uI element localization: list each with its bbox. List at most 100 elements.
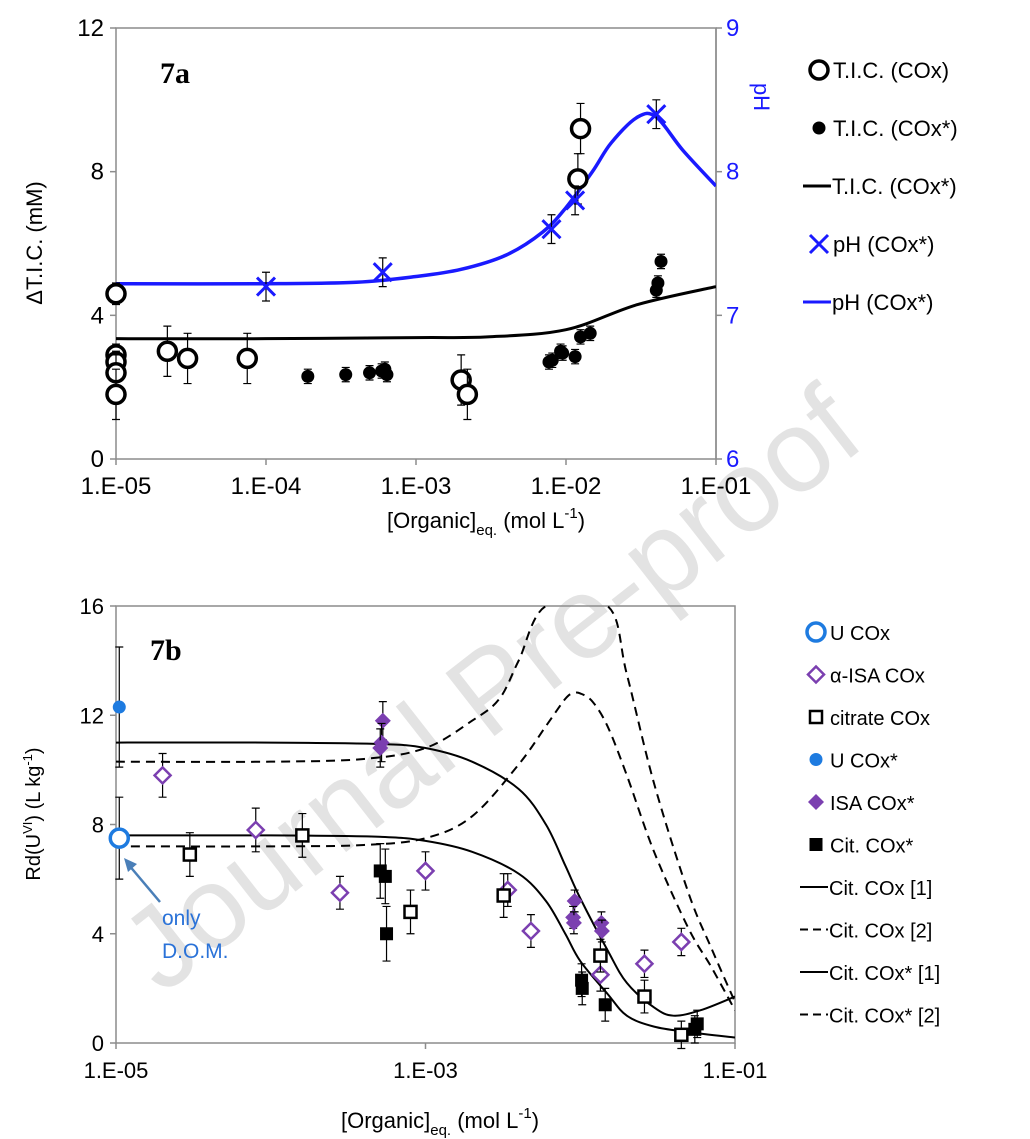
data-point-t-i-c-cox (105, 283, 127, 305)
data-point-t-i-c-cox (105, 383, 127, 406)
legend-label: pH (COx*) (833, 232, 934, 257)
y-axis-label-7b: Rd(UVI) (L kg-1) (20, 747, 45, 880)
y-axis-label-7a: ΔT.I.C. (mM) (22, 181, 47, 304)
legend-label: Cit. COx [2] (829, 921, 932, 943)
legend-item-u-cox: U COx (805, 621, 890, 645)
legend-7b: U COx α-ISA COx citrate COx U COx* ISA COx* C… (800, 621, 940, 1028)
data-point-citrate-cox (496, 888, 511, 903)
data-point-cit-cox (378, 869, 392, 883)
legend-item-cit-cox: Cit. COx* (809, 836, 914, 858)
chart-7b: 1.E-05 1.E-03 1.E-01 0 4 8 12 16 7b Rd(UVI) (L… (20, 594, 940, 1139)
data-point-isa-cox (245, 820, 266, 840)
data-point-citrate-cox (637, 989, 652, 1004)
y-tick-label: 12 (80, 703, 104, 728)
y-tick-label: 8 (91, 159, 104, 186)
series-line-t-i-c-cox (116, 285, 716, 341)
data-point-t-i-c-cox (363, 366, 377, 380)
legend-swatch (809, 838, 823, 851)
legend-label: Cit. COx* [1] (829, 963, 940, 985)
legend-item-cit-cox-1: Cit. COx [1] (800, 878, 932, 900)
data-point-t-i-c-cox (236, 347, 259, 370)
legend-item-isa-cox: α-ISA COx (806, 664, 925, 688)
x-tick-labels-7a: 1.E-05 1.E-04 1.E-03 1.E-02 1.E-01 (81, 473, 752, 500)
x-tick-label: 1.E-01 (703, 1058, 768, 1083)
data-point-cit-cox (380, 927, 394, 941)
legend-item-ph-cox: pH (COx*) (808, 232, 934, 257)
legend-swatch (808, 59, 830, 81)
data-point-cit-cox (690, 1017, 704, 1031)
panel-title-7b: 7b (150, 634, 182, 667)
legend-item-t-i-c-cox: T.I.C. (COx*) (803, 174, 957, 199)
legend-item-cit-cox-2: Cit. COx* [2] (800, 1006, 940, 1028)
data-point-citrate-cox (674, 1027, 689, 1043)
legend-item-ph-cox: pH (COx*) (803, 290, 933, 315)
legend-swatch (812, 121, 826, 135)
x-axis-label-7a: [Organic]eq. (mol L-1) (387, 505, 585, 539)
x-tick-label: 1.E-05 (84, 1058, 149, 1083)
data-point-ph-cox (565, 190, 586, 211)
legend-label: ISA COx* (830, 793, 915, 815)
data-point-ph-cox (646, 104, 667, 125)
data-point-ph-cox (541, 219, 562, 240)
legend-label: T.I.C. (COx*) (832, 174, 957, 199)
legend-item-t-i-c-cox: T.I.C. (COx) (808, 58, 949, 83)
data-point-t-i-c-cox (456, 383, 479, 406)
data-point-t-i-c-cox (583, 326, 597, 340)
legend-label: U COx (830, 623, 890, 645)
data-point-isa-cox (590, 964, 611, 985)
legend-swatch (808, 794, 824, 810)
series-lines-7b (116, 606, 735, 1039)
legend-label: Cit. COx* (830, 836, 914, 858)
data-point-t-i-c-cox (176, 347, 199, 370)
data-point-isa-cox (372, 740, 389, 757)
annotation-arrow (127, 863, 161, 903)
legend-swatch (808, 233, 830, 255)
data-point-t-i-c-cox (380, 368, 394, 382)
data-point-t-i-c-cox (556, 346, 570, 360)
data-point-isa-cox (330, 883, 350, 903)
annotation-line-1: only (162, 907, 201, 930)
annotation-only-dom: only D.O.M. (124, 858, 229, 963)
y2-tick-label: 9 (726, 15, 739, 42)
data-point-t-i-c-cox (654, 254, 668, 268)
y2-tick-label: 6 (726, 446, 739, 473)
data-point-isa-cox (374, 712, 391, 729)
y-tick-labels-7b: 0 4 8 12 16 (80, 594, 104, 1056)
legend-label: citrate COx (830, 708, 930, 730)
y-tick-label: 12 (77, 15, 104, 42)
x-tick-label: 1.E-02 (531, 473, 602, 500)
legend-label: Cit. COx [1] (829, 878, 932, 900)
chart-7a: 1.E-05 1.E-04 1.E-03 1.E-02 1.E-01 0 4 8 12 6 7 8… (22, 15, 958, 539)
annotation-arrowhead (124, 858, 137, 872)
legend-label: Cit. COx* [2] (829, 1006, 940, 1028)
annotation-line-2: D.O.M. (162, 940, 229, 963)
legend-label: T.I.C. (COx) (833, 58, 949, 83)
data-point-t-i-c-cox (339, 368, 353, 382)
x-tick-labels-7b: 1.E-05 1.E-03 1.E-01 (84, 1058, 768, 1083)
panel-title-7a: 7a (160, 57, 190, 90)
legend-swatch (806, 664, 826, 685)
data-point-isa-cox (593, 923, 610, 940)
y-tick-label: 4 (91, 302, 104, 329)
data-point-t-i-c-cox (568, 350, 582, 364)
y-tick-label: 0 (92, 1031, 104, 1056)
series-line-ph-cox (116, 111, 716, 286)
legend-item-t-i-c-cox: T.I.C. (COx*) (812, 116, 958, 141)
y-tick-label: 0 (91, 446, 104, 473)
data-point-isa-cox (565, 914, 582, 931)
legend-item-citrate-cox: citrate COx (808, 708, 930, 730)
y2-tick-label: 8 (726, 159, 739, 186)
legend-swatch (805, 621, 827, 643)
x-axis-label-7b: [Organic]eq. (mol L-1) (341, 1105, 539, 1139)
data-point-isa-cox (634, 954, 655, 974)
data-point-citrate-cox (295, 828, 310, 843)
x-tick-label: 1.E-03 (381, 473, 452, 500)
x-tick-label: 1.E-01 (681, 473, 752, 500)
legend-label: α-ISA COx (830, 666, 925, 688)
legend-item-cit-cox-2: Cit. COx [2] (800, 921, 932, 943)
series-line-cit-cox-1 (116, 741, 735, 1017)
legend-7a: T.I.C. (COx) T.I.C. (COx*) T.I.C. (COx*) pH… (803, 58, 958, 315)
data-point-isa-cox (521, 921, 541, 941)
series-lines-7a (116, 111, 716, 341)
data-point-t-i-c-cox (545, 353, 559, 367)
